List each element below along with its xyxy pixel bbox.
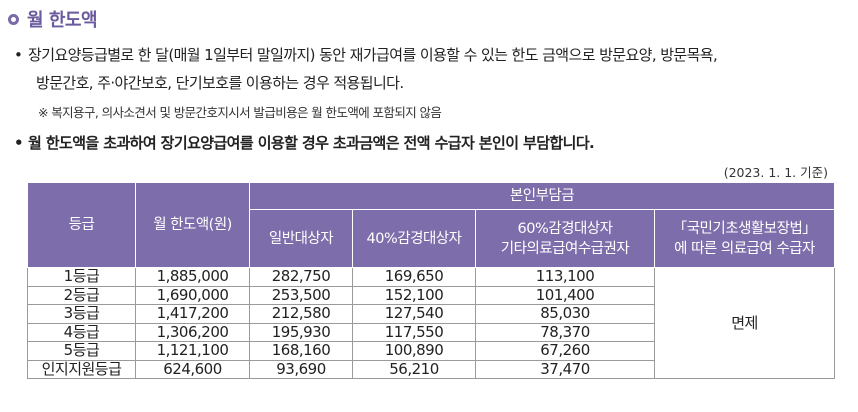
cell-grade: 2등급 — [27, 285, 136, 305]
cell-limit: 1,885,000 — [135, 267, 250, 287]
cell-exempt: 면제 — [654, 267, 835, 379]
header-reduced-60-line2: 기타의료급여수급권자 — [500, 240, 630, 257]
cell-reduced-40: 152,100 — [352, 285, 476, 305]
cell-reduced-40: 56,210 — [352, 359, 476, 379]
table-row: 5등급 1,121,100 168,160 100,890 67,260 — [27, 341, 835, 361]
cell-grade: 3등급 — [27, 304, 136, 324]
cell-general: 253,500 — [249, 285, 353, 305]
bullet-marker: • — [14, 134, 24, 152]
cell-reduced-40: 117,550 — [352, 322, 476, 342]
section-title: 월 한도액 — [27, 10, 98, 31]
cell-general: 282,750 — [249, 267, 353, 287]
cell-limit: 624,600 — [135, 359, 250, 379]
header-reduced-60: 60%감경대상자 기타의료급여수급권자 — [475, 209, 655, 268]
cell-grade: 4등급 — [27, 322, 136, 342]
cell-general: 168,160 — [249, 341, 353, 361]
monthly-limit-table: 등급 월 한도액(원) 본인부담금 일반대상자 40%감경대상자 60%감경대상… — [27, 182, 835, 379]
header-grade: 등급 — [27, 182, 136, 268]
section-heading: 월 한도액 — [8, 6, 98, 32]
cell-reduced-60: 113,100 — [475, 267, 655, 287]
bullet-text-line1: 장기요양등급별로 한 달(매월 1일부터 말일까지) 동안 재가급여를 이용할 … — [28, 46, 718, 64]
cell-grade: 5등급 — [27, 341, 136, 361]
bullet-monthly-limit-description: • 장기요양등급별로 한 달(매월 1일부터 말일까지) 동안 재가급여를 이용할… — [14, 42, 854, 68]
header-basic-line1: 「국민기초생활보장법」 — [672, 220, 817, 237]
header-copay-group: 본인부담금 — [249, 182, 835, 210]
reference-date: (2023. 1. 1. 기준) — [723, 165, 828, 180]
cell-limit: 1,306,200 — [135, 322, 250, 342]
header-basic-line2: 에 따른 의료급여 수급자 — [674, 240, 815, 257]
cell-reduced-60: 85,030 — [475, 304, 655, 324]
table-row: 1등급 1,885,000 282,750 169,650 113,100 면제 — [27, 267, 835, 379]
cell-limit: 1,690,000 — [135, 285, 250, 305]
table-row: 2등급 1,690,000 253,500 152,100 101,400 — [27, 285, 835, 305]
table-row: 인지지원등급 624,600 93,690 56,210 37,470 — [27, 359, 835, 379]
cell-general: 195,930 — [249, 322, 353, 342]
cell-grade: 1등급 — [27, 267, 136, 287]
header-general: 일반대상자 — [249, 209, 353, 268]
cell-reduced-60: 67,260 — [475, 341, 655, 361]
cell-limit: 1,417,200 — [135, 304, 250, 324]
cell-grade: 인지지원등급 — [27, 359, 136, 379]
header-reduced-40: 40%감경대상자 — [352, 209, 476, 268]
header-monthly-limit: 월 한도액(원) — [135, 182, 250, 268]
bullet-marker: • — [14, 46, 23, 64]
cell-general: 93,690 — [249, 359, 353, 379]
cell-general: 212,580 — [249, 304, 353, 324]
cell-limit: 1,121,100 — [135, 341, 250, 361]
bullet-text-line2: 방문간호, 주·야간보호, 단기보호를 이용하는 경우 적용됩니다. — [36, 74, 404, 92]
cell-reduced-60: 37,470 — [475, 359, 655, 379]
footnote: ※ 복지용구, 의사소견서 및 방문간호지시서 발급비용은 월 한도액에 포함되… — [38, 105, 442, 120]
cell-reduced-60: 78,370 — [475, 322, 655, 342]
cell-reduced-40: 169,650 — [352, 267, 476, 287]
cell-reduced-60: 101,400 — [475, 285, 655, 305]
cell-reduced-40: 100,890 — [352, 341, 476, 361]
ring-bullet-icon — [8, 13, 19, 25]
cell-reduced-40: 127,540 — [352, 304, 476, 324]
header-basic-livelihood: 「국민기초생활보장법」 에 따른 의료급여 수급자 — [654, 209, 835, 268]
header-reduced-60-line1: 60%감경대상자 — [517, 220, 613, 237]
bullet-text: 월 한도액을 초과하여 장기요양급여를 이용할 경우 초과금액은 전액 수급자 … — [28, 134, 595, 152]
bullet-excess-notice: • 월 한도액을 초과하여 장기요양급여를 이용할 경우 초과금액은 전액 수급자… — [14, 130, 595, 156]
table-row: 4등급 1,306,200 195,930 117,550 78,370 — [27, 322, 835, 342]
